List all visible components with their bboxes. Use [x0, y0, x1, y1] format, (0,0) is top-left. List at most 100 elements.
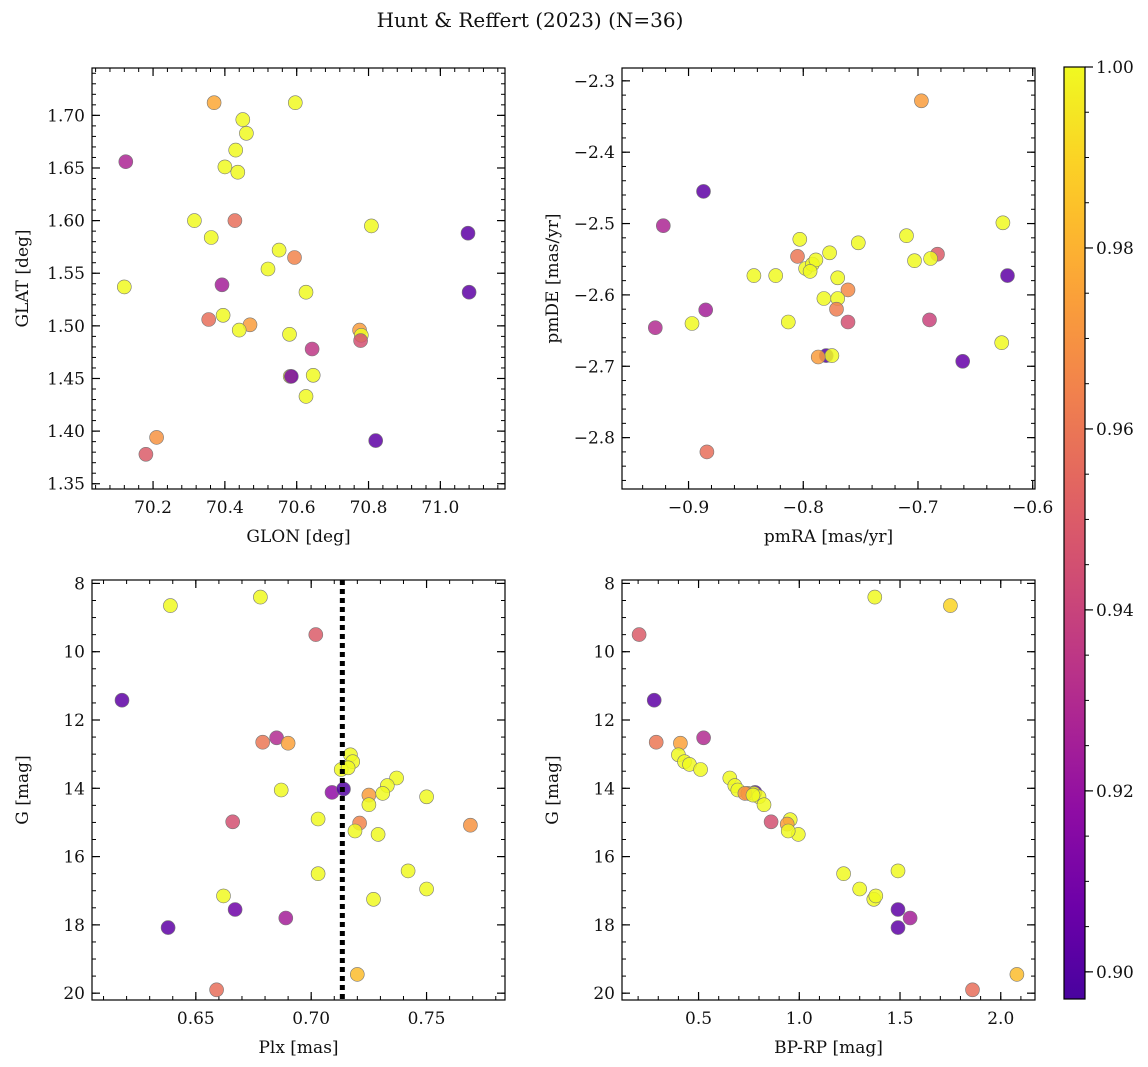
scatter-point — [160, 920, 176, 935]
scatter-point — [792, 232, 808, 247]
scatter-point — [790, 249, 805, 264]
colorbar-tick-label: 0.98 — [1096, 239, 1134, 259]
scatter-points — [631, 589, 1025, 998]
scatter-point — [699, 444, 715, 460]
x-axis-label: GLON [deg] — [246, 527, 350, 547]
scatter-point — [460, 225, 476, 241]
x-axis-label: pmRA [mas/yr] — [764, 527, 893, 547]
scatter-point — [225, 814, 240, 830]
scatter-point — [646, 692, 662, 708]
scatter-point — [138, 446, 154, 462]
x-tick-label: 71.0 — [421, 498, 459, 518]
y-tick-label: 1.40 — [47, 422, 85, 442]
x-tick-label: 0.75 — [408, 1009, 446, 1029]
panel-glon-glat: 70.2 70.4 70.6 70.8 71.0 1.35 1.40 1.45 1.50 1.55… — [13, 67, 506, 547]
scatter-point — [768, 268, 784, 283]
scatter-point — [763, 814, 779, 830]
scatter-point — [271, 242, 287, 258]
y-tick-label: 8 — [74, 574, 85, 594]
scatter-point — [965, 982, 980, 998]
scatter-point — [278, 910, 294, 926]
y-tick-label: 18 — [63, 916, 85, 936]
x-tick-label: 70.6 — [278, 498, 316, 518]
scatter-point — [217, 159, 233, 175]
scatter-point — [310, 811, 326, 827]
y-tick-label: −2.6 — [574, 286, 615, 306]
scatter-point — [1009, 967, 1025, 982]
y-axis-label: GLAT [deg] — [13, 229, 33, 327]
y-tick-label: 1.65 — [47, 159, 85, 179]
scatter-point — [631, 627, 647, 642]
y-tick-label: 1.35 — [47, 475, 85, 495]
scatter-point — [852, 881, 868, 897]
colorbar-tick-label: 0.94 — [1096, 601, 1134, 621]
scatter-point — [187, 213, 202, 228]
x-tick-label: 1.5 — [886, 1009, 913, 1029]
scatter-point — [746, 268, 762, 283]
scatter-point — [253, 589, 268, 605]
scatter-point — [163, 598, 178, 613]
scatter-point — [943, 598, 958, 613]
scatter-point — [305, 367, 321, 383]
scatter-point — [149, 430, 164, 445]
scatter-point — [117, 279, 132, 295]
scatter-point — [260, 261, 276, 277]
scatter-point — [693, 762, 708, 777]
scatter-point — [902, 910, 918, 926]
scatter-point — [215, 307, 231, 323]
x-tick-label: 0.65 — [177, 1009, 215, 1029]
scatter-point — [282, 326, 297, 342]
scatter-point — [287, 95, 303, 110]
y-tick-label: 1.50 — [47, 317, 85, 337]
panels: 70.2 70.4 70.6 70.8 71.0 1.35 1.40 1.45 1.50 1.55… — [13, 67, 1053, 1058]
scatter-point — [696, 184, 711, 199]
scatter-point — [745, 787, 761, 803]
y-tick-label: 10 — [593, 643, 615, 663]
y-tick-label: 14 — [63, 779, 85, 799]
x-tick-label: −0.6 — [1012, 498, 1053, 518]
scatter-point — [118, 154, 134, 169]
colorbar-tick-label: 1.00 — [1096, 58, 1134, 78]
scatter-point — [890, 902, 906, 917]
y-tick-label: −2.4 — [574, 143, 615, 163]
y-tick-label: 16 — [593, 848, 615, 868]
scatter-point — [914, 93, 929, 109]
scatter-point — [922, 312, 937, 328]
scatter-point — [890, 920, 906, 935]
x-tick-label: −0.7 — [897, 498, 938, 518]
scatter-point — [304, 341, 320, 357]
scatter-point — [868, 888, 884, 904]
axes-frame — [91, 67, 506, 490]
scatter-point — [230, 164, 246, 180]
scatter-point — [231, 322, 247, 338]
scatter-point — [214, 277, 230, 293]
scatter-point — [366, 891, 381, 907]
panel-bprp-g: 0.5 1.0 1.5 2.0 8 10 12 14 16 18 20 BP-RP [mag] G [m… — [543, 574, 1036, 1058]
scatter-point — [347, 823, 363, 839]
colorbar-tick-label: 0.96 — [1096, 420, 1134, 440]
scatter-point — [361, 797, 377, 813]
x-tick-label: −0.9 — [668, 498, 709, 518]
scatter-point — [298, 389, 314, 404]
scatter-point — [907, 253, 922, 269]
scatter-point — [463, 817, 478, 833]
scatter-point — [696, 730, 711, 746]
scatter-point — [283, 369, 299, 384]
scatter-point — [227, 902, 243, 917]
scatter-point — [216, 888, 231, 904]
x-tick-label: 70.2 — [134, 498, 172, 518]
x-tick-label: 2.0 — [987, 1009, 1014, 1029]
scatter-point — [349, 967, 365, 982]
panel-plx-g: 0.65 0.70 0.75 8 10 12 14 16 18 20 Plx [mas] G [mag… — [13, 574, 506, 1058]
x-tick-label: 0.70 — [292, 1009, 330, 1029]
y-axis-label: pmDE [mas/yr] — [543, 213, 563, 343]
x-tick-label: 1.0 — [786, 1009, 813, 1029]
scatter-point — [235, 112, 251, 127]
scatter-points — [114, 580, 478, 1000]
scatter-point — [810, 349, 826, 365]
scatter-point — [203, 230, 219, 245]
axes-frame — [621, 67, 1036, 490]
scatter-point — [308, 627, 324, 642]
y-tick-label: −2.8 — [574, 429, 615, 449]
